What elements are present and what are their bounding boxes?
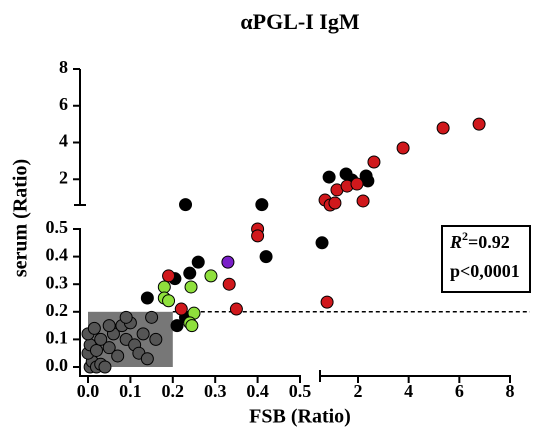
point [361,174,375,188]
x-tick-label: 0.1 [119,381,142,401]
point [367,155,381,169]
point [140,352,154,366]
point [119,310,133,324]
y-tick-label: 6 [59,94,68,114]
stats-r2: R2=0.92 [449,229,510,252]
x-tick-label: 0.2 [162,381,185,401]
chart-title: αPGL-I IgM [240,9,359,34]
y-tick-label: 2 [59,167,68,187]
x-tick-label: 4 [404,381,413,401]
r-symbol: R [449,232,462,252]
point [89,343,103,357]
point [183,266,197,280]
point [98,360,112,374]
point [149,332,163,346]
point [185,319,199,333]
point [229,302,243,316]
point [436,121,450,135]
x-tick-label: 0.0 [77,381,100,401]
point [157,280,171,294]
point [255,198,269,212]
x-tick-label: 6 [455,381,464,401]
y-tick-label: 8 [59,57,68,77]
point [328,196,342,210]
x-tick-label: 2 [354,381,363,401]
point [140,291,154,305]
point [191,255,205,269]
plot-area [81,117,530,374]
point [87,321,101,335]
point [259,250,273,264]
point [170,319,184,333]
y-tick-label: 0.5 [46,217,69,237]
point [251,229,265,243]
point [174,302,188,316]
point [356,194,370,208]
y-tick-label: 0.3 [46,272,69,292]
x-tick-label: 0.4 [246,381,269,401]
y-tick-label: 0.1 [46,328,69,348]
point [184,280,198,294]
point [320,295,334,309]
point [136,327,150,341]
y-tick-label: 0.4 [46,245,69,265]
r-value: =0.92 [468,232,510,252]
x-tick-label: 8 [506,381,515,401]
x-tick-label: 0.5 [289,381,312,401]
point [204,269,218,283]
point [472,117,486,131]
y-tick-label: 4 [59,131,68,151]
y-tick-label: 0.0 [46,355,69,375]
stats-box [441,225,531,293]
point [221,255,235,269]
point [145,310,159,324]
stats-p: p<0,0001 [450,261,520,281]
point [162,269,176,283]
point [102,319,116,333]
point [102,341,116,355]
y-tick-label: 0.2 [46,300,69,320]
point [179,198,193,212]
point [350,177,364,191]
point [396,141,410,155]
point [322,170,336,184]
x-tick-label: 0.3 [204,381,227,401]
point [222,277,236,291]
point [111,349,125,363]
point [162,294,176,308]
r-exponent: 2 [462,229,468,243]
point [315,236,329,250]
point [94,332,108,346]
y-axis-label: serum (Ratio) [10,159,32,277]
x-axis-label: FSB (Ratio) [249,406,351,428]
